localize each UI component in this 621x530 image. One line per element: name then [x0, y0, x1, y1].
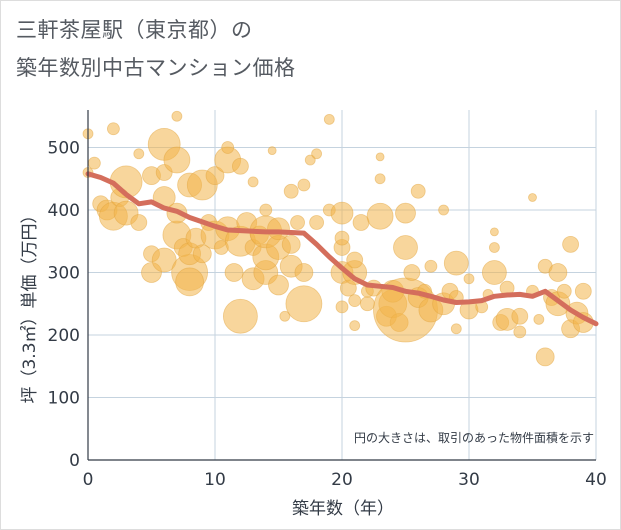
data-bubble	[528, 193, 537, 202]
data-bubble	[297, 178, 311, 192]
data-bubble	[556, 283, 572, 299]
data-bubble	[395, 202, 416, 224]
chart-title-line2: 築年数別中古マンション価格	[16, 56, 296, 80]
data-bubble	[335, 300, 349, 314]
data-bubble	[513, 325, 527, 339]
x-tick-label: 10	[204, 470, 226, 490]
data-bubble	[205, 166, 225, 186]
data-bubble	[334, 230, 350, 246]
data-bubble	[574, 282, 592, 300]
data-bubble	[87, 156, 101, 170]
data-bubble	[481, 260, 507, 285]
x-tick-label: 40	[585, 470, 607, 490]
data-bubble	[285, 285, 323, 323]
data-bubble	[247, 176, 259, 188]
data-bubble	[330, 201, 354, 225]
data-bubble	[348, 294, 362, 308]
data-bubble	[221, 141, 235, 154]
data-bubble	[133, 148, 145, 160]
data-bubble	[163, 146, 191, 174]
data-bubble	[309, 215, 325, 230]
y-tick-label: 0	[69, 451, 80, 471]
data-bubble	[175, 267, 205, 297]
data-bubble	[283, 183, 299, 199]
data-bubble	[352, 214, 370, 231]
trend-line	[85, 171, 599, 327]
x-tick-label: 30	[458, 470, 480, 490]
data-bubble	[107, 122, 120, 136]
bubble-layer	[82, 110, 594, 367]
data-bubble	[424, 259, 438, 273]
data-bubble	[359, 296, 375, 312]
data-bubble	[231, 157, 249, 175]
data-bubble	[259, 203, 273, 217]
data-bubble	[488, 242, 500, 253]
y-tick-label: 500	[48, 139, 80, 159]
data-bubble	[323, 113, 335, 125]
y-tick-label: 100	[48, 389, 80, 409]
data-bubble	[393, 235, 418, 260]
x-tick-label: 20	[331, 470, 353, 490]
bubble-size-note: 円の大きさは、取引のあった物件面積を示す	[354, 430, 594, 445]
data-bubble	[410, 183, 426, 199]
data-bubble	[290, 215, 305, 230]
x-tick-label: 0	[83, 470, 94, 490]
y-axis-label: 坪（3.3㎡）単価（万円）	[20, 206, 40, 403]
data-bubble	[224, 263, 244, 282]
data-bubble	[130, 214, 148, 231]
data-bubble	[403, 264, 421, 281]
data-bubble	[511, 307, 529, 325]
data-bubble	[366, 202, 394, 230]
data-bubble	[171, 110, 183, 122]
chart-title-line1: 三軒茶屋駅（東京都）の	[16, 18, 253, 42]
data-bubble	[311, 148, 323, 160]
data-bubble	[450, 323, 462, 335]
data-bubble	[375, 152, 385, 162]
y-tick-label: 300	[48, 264, 80, 284]
trend-layer	[85, 171, 599, 327]
data-bubble	[281, 234, 301, 254]
data-bubble	[192, 244, 212, 264]
data-bubble	[349, 320, 361, 332]
data-bubble	[294, 263, 314, 282]
data-bubble	[533, 313, 545, 325]
data-bubble	[463, 273, 475, 285]
x-axis-label: 築年数（年）	[292, 499, 394, 519]
y-tick-label: 400	[48, 201, 80, 221]
data-bubble	[562, 235, 579, 253]
data-bubble	[548, 263, 568, 282]
data-bubble	[438, 204, 450, 216]
data-bubble	[268, 274, 289, 296]
data-bubble	[443, 250, 469, 276]
y-tick-label: 200	[48, 326, 80, 346]
data-bubble	[267, 146, 277, 156]
data-bubble	[279, 310, 291, 322]
data-bubble	[346, 251, 364, 269]
data-bubble	[535, 347, 555, 367]
data-bubble	[489, 227, 499, 237]
data-bubble	[222, 298, 258, 334]
data-bubble	[374, 173, 386, 185]
